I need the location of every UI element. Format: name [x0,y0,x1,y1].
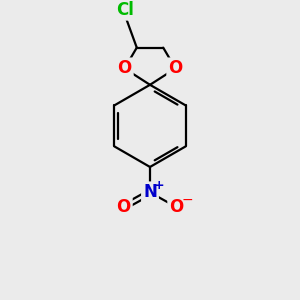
Text: −: − [182,193,193,207]
Text: O: O [117,59,132,77]
Text: O: O [168,59,183,77]
Text: Cl: Cl [116,1,134,19]
Text: O: O [169,198,184,216]
Text: +: + [154,179,164,192]
Text: N: N [143,183,157,201]
Text: O: O [116,198,131,216]
